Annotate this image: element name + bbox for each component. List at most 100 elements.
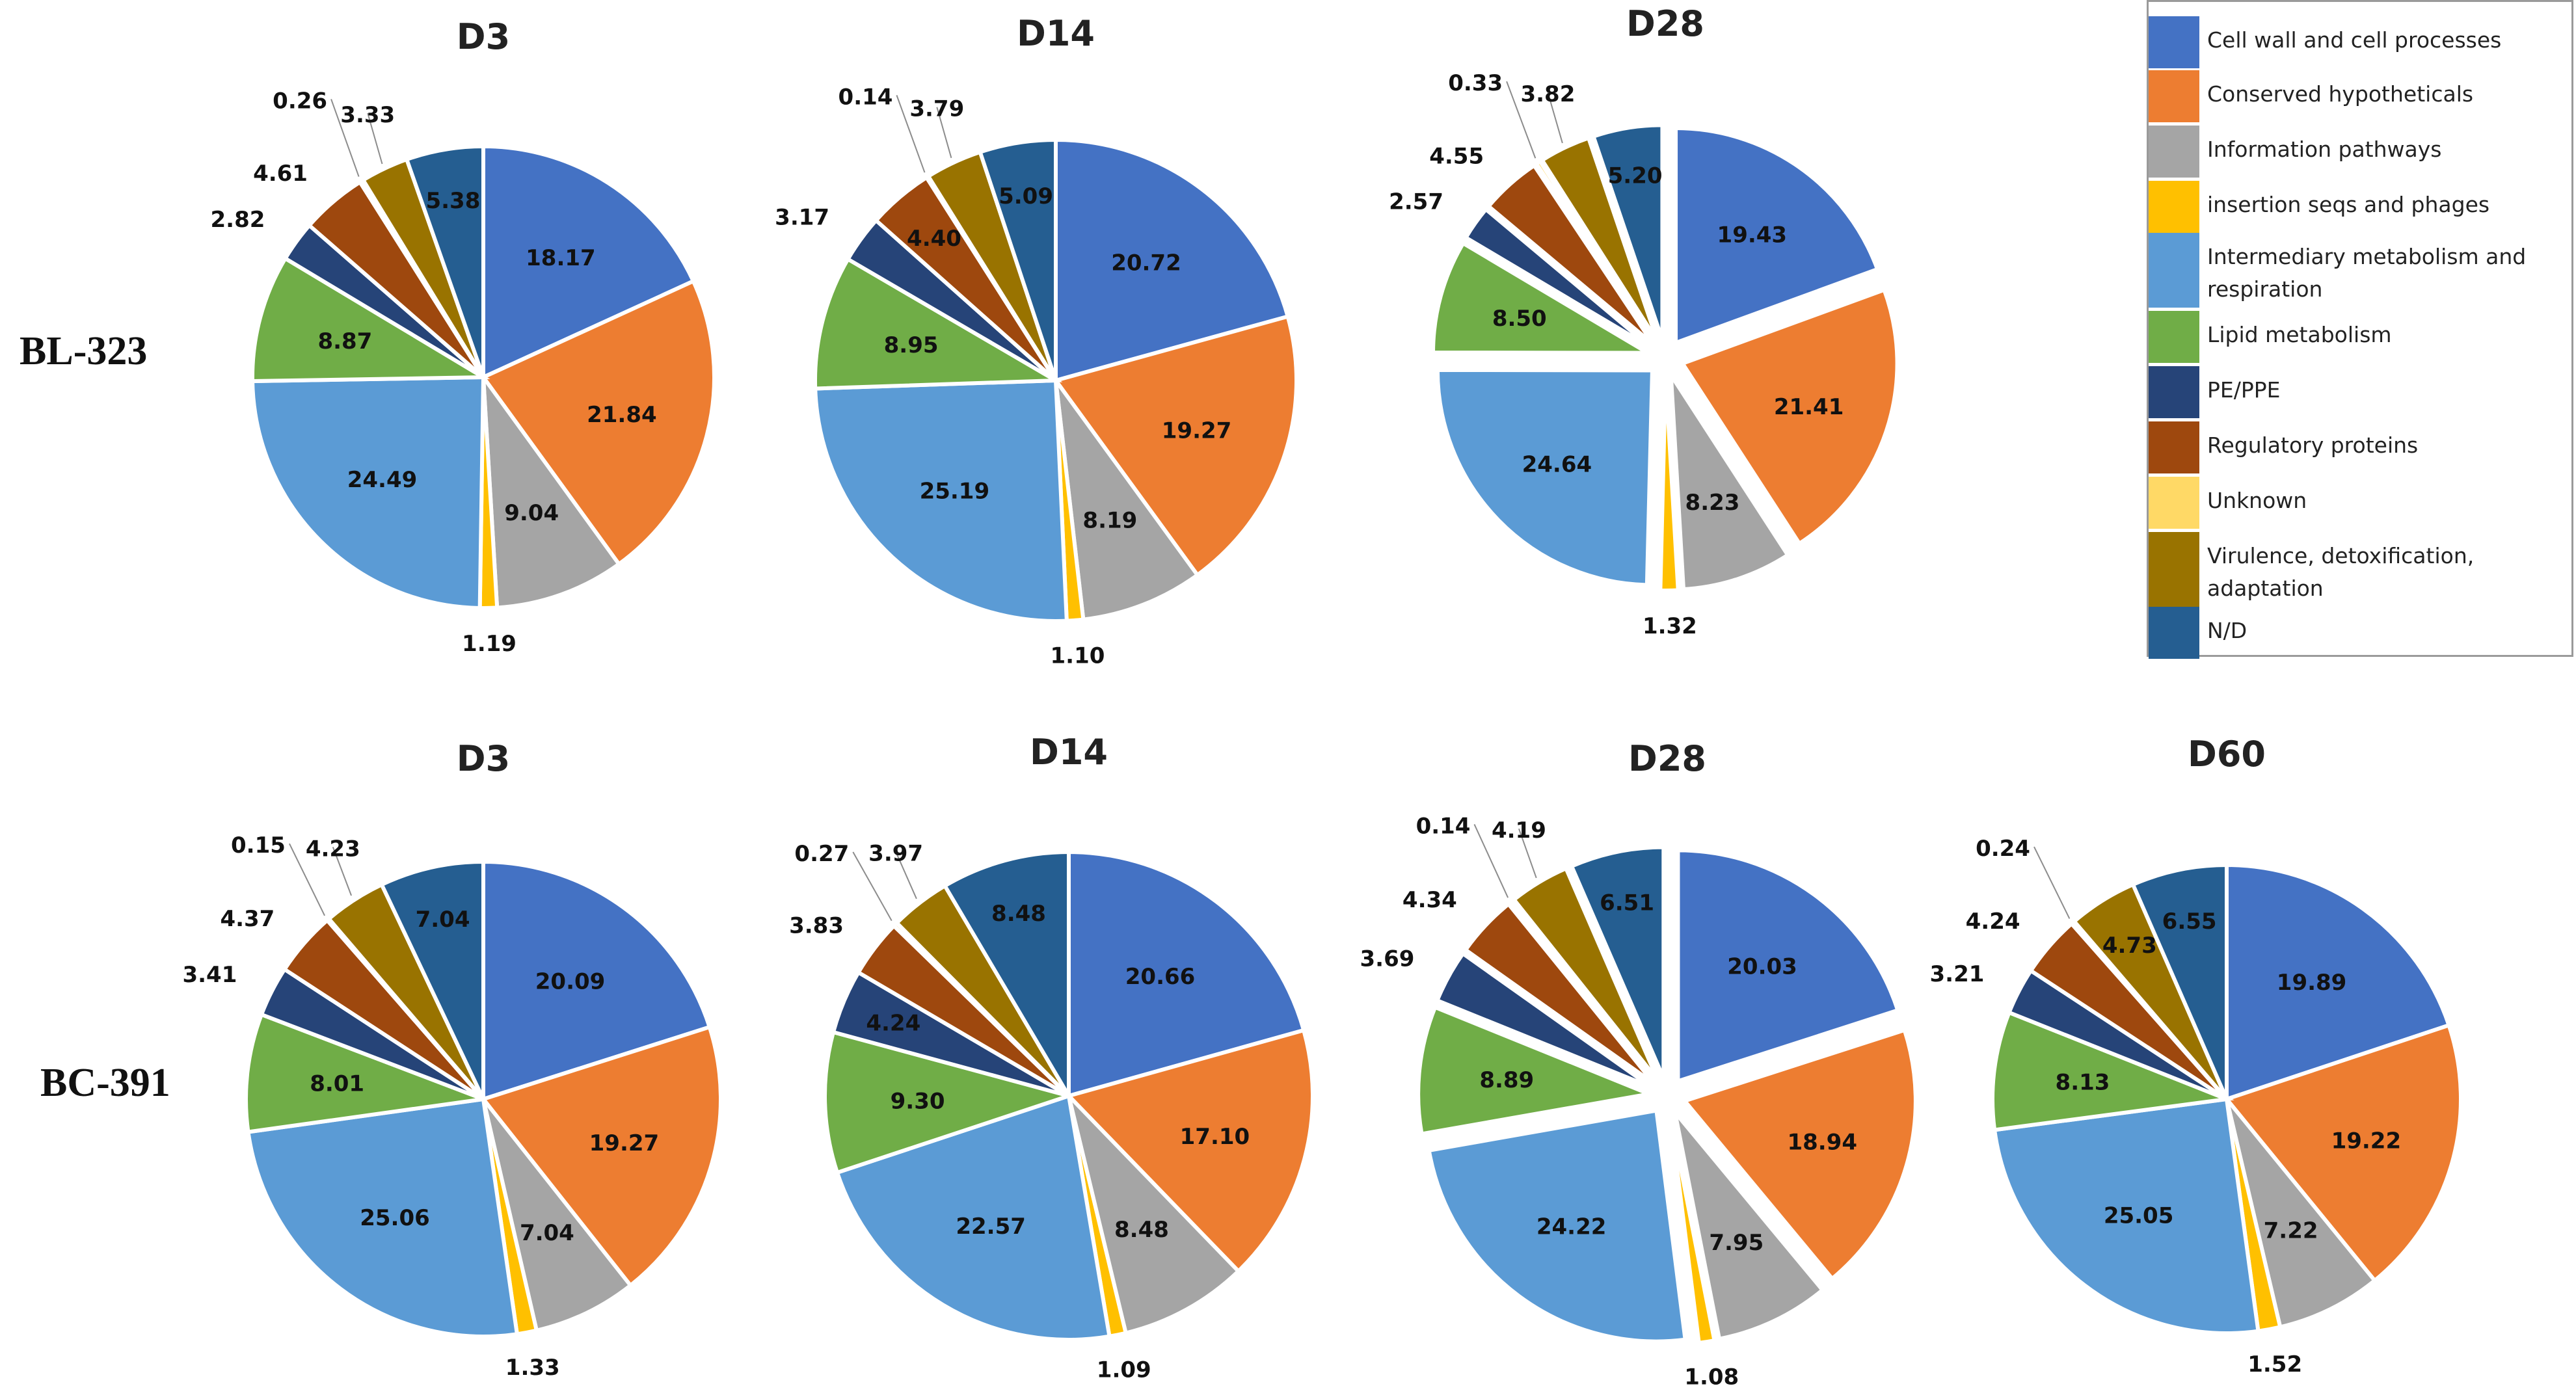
pie-slice [481, 1098, 634, 1333]
pie-slice [1065, 1089, 1241, 1336]
leader-line [852, 851, 892, 922]
pie-value-label: 8.19 [1082, 508, 1137, 534]
pie-slice [2225, 1098, 2378, 1330]
pie-value-label: 4.19 [1492, 818, 1546, 844]
pie-slice [2225, 862, 2452, 1102]
pie-value-label: 2.82 [211, 207, 265, 233]
pie-value-label: 1.33 [505, 1355, 560, 1381]
pie-title: D28 [1626, 3, 1704, 44]
pie-value-label: 4.23 [306, 836, 360, 862]
legend-label: Unknown [2207, 488, 2307, 513]
pie-value-label: 3.97 [868, 841, 923, 867]
pie-value-label: 5.38 [425, 188, 480, 214]
pie-value-label: 0.24 [1976, 836, 2030, 862]
pie-value-label: 8.01 [310, 1071, 364, 1097]
pie-title: D60 [2188, 734, 2266, 775]
legend-label: insertion seqs and phages [2207, 192, 2490, 217]
pie-slice [1065, 1028, 1315, 1274]
pie-slice [1054, 137, 1291, 383]
pie-value-label: 24.22 [1536, 1214, 1607, 1240]
pie-value-label: 0.15 [231, 832, 286, 858]
legend-item: Virulence, detoxification, adaptation [2149, 532, 2565, 607]
pie-value-label: 1.19 [462, 631, 517, 657]
pie-slice [1486, 163, 1655, 346]
pie-value-label: 0.27 [794, 841, 849, 867]
pie-slice [481, 859, 712, 1102]
leader-line [332, 847, 353, 896]
pie-value-label: 8.87 [317, 328, 372, 354]
pie-slice [1569, 845, 1666, 1079]
pie-value-label: 25.06 [360, 1205, 430, 1231]
pie-value-label: 1.08 [1684, 1364, 1739, 1390]
pie-value-label: 4.55 [1429, 144, 1484, 170]
pie-slice [2223, 1022, 2463, 1284]
pie-slice [1669, 367, 1791, 592]
legend-swatch [2149, 477, 2199, 529]
pie-value-label: 4.24 [1966, 909, 2020, 935]
pie-value-label: 0.14 [839, 84, 893, 110]
pie-value-label: 20.03 [1727, 953, 1797, 979]
pie-value-label: 4.34 [1402, 887, 1457, 913]
legend-item: Intermediary metabolism and respiration [2149, 233, 2565, 308]
pie-value-label: 4.61 [253, 161, 308, 187]
pie-value-label: 2.57 [1389, 189, 1443, 215]
pie-slice [1658, 375, 1680, 592]
legend-item: insertion seqs and phages [2149, 181, 2565, 233]
pie-value-label: 0.26 [273, 88, 327, 114]
pie-slice [1427, 1108, 1688, 1344]
pie-slice [250, 256, 490, 384]
legend-label: Lipid metabolism [2207, 322, 2392, 347]
legend-swatch [2149, 311, 2199, 363]
pie-value-label: 19.89 [2277, 970, 2347, 996]
pie-value-label: 0.14 [1416, 813, 1471, 839]
pie-slice [1991, 1009, 2234, 1132]
pie-slice [813, 378, 1069, 623]
pie-value-label: 20.66 [1125, 964, 1196, 990]
pie-value-label: 9.04 [504, 500, 559, 526]
pie-value-label: 17.10 [1180, 1124, 1250, 1150]
leader-line [367, 113, 383, 165]
pie-slice [1679, 287, 1899, 546]
pie-slice [1416, 1004, 1656, 1136]
pie-value-label: 3.33 [340, 102, 395, 128]
pie-title: D14 [1030, 732, 1108, 773]
pie-slice [1511, 866, 1660, 1082]
legend-label: Conserved hypotheticals [2207, 81, 2474, 107]
pie-value-label: 19.27 [589, 1130, 660, 1156]
pie-slice [823, 1030, 1076, 1175]
pie-value-label: 7.22 [2264, 1217, 2318, 1244]
pie-title: D14 [1017, 13, 1095, 54]
pie-slice [2130, 862, 2229, 1100]
pie-slice [1590, 123, 1665, 341]
legend-swatch [2149, 607, 2199, 659]
legend-item: Unknown [2149, 477, 2565, 529]
legend-swatch [2149, 16, 2199, 68]
pie-chart: D3 20.09 19.27 7.04 1.33 25.06 8.01 3.41 4.37 0.1… [182, 738, 723, 1381]
pie-chart: D14 20.72 19.27 8.19 1.10 25.19 8.95 3.17 4.40 0.… [775, 13, 1298, 669]
leader-line [2033, 846, 2071, 919]
pie-slice [1539, 135, 1659, 343]
pie-value-label: 20.72 [1111, 250, 1181, 276]
pie-value-label: 1.52 [2247, 1351, 2302, 1377]
leader-line [896, 95, 926, 173]
pie-value-label: 19.27 [1162, 418, 1232, 444]
legend-label: Cell wall and cell processes [2207, 27, 2502, 53]
pie-value-label: 3.41 [182, 962, 237, 988]
leader-line [289, 843, 325, 916]
pie-value-label: 22.57 [956, 1214, 1026, 1240]
pie-value-label: 20.09 [535, 968, 606, 994]
pie-value-label: 3.69 [1360, 946, 1415, 972]
pie-value-label: 7.04 [520, 1220, 574, 1246]
pie-value-label: 8.48 [991, 901, 1046, 927]
pie-value-label: 8.13 [2056, 1070, 2110, 1096]
pie-value-label: 1.10 [1051, 643, 1105, 669]
pie-value-label: 4.37 [220, 906, 275, 932]
pie-slice [1533, 158, 1657, 344]
pie-value-label: 8.48 [1114, 1217, 1169, 1243]
pie-slice [1462, 901, 1656, 1085]
pie-value-label: 24.49 [347, 467, 418, 493]
pie-value-label: 8.95 [884, 332, 939, 358]
pie-slice [1435, 367, 1655, 587]
pie-slice [1434, 951, 1653, 1089]
pie-value-label: 8.89 [1479, 1067, 1534, 1093]
